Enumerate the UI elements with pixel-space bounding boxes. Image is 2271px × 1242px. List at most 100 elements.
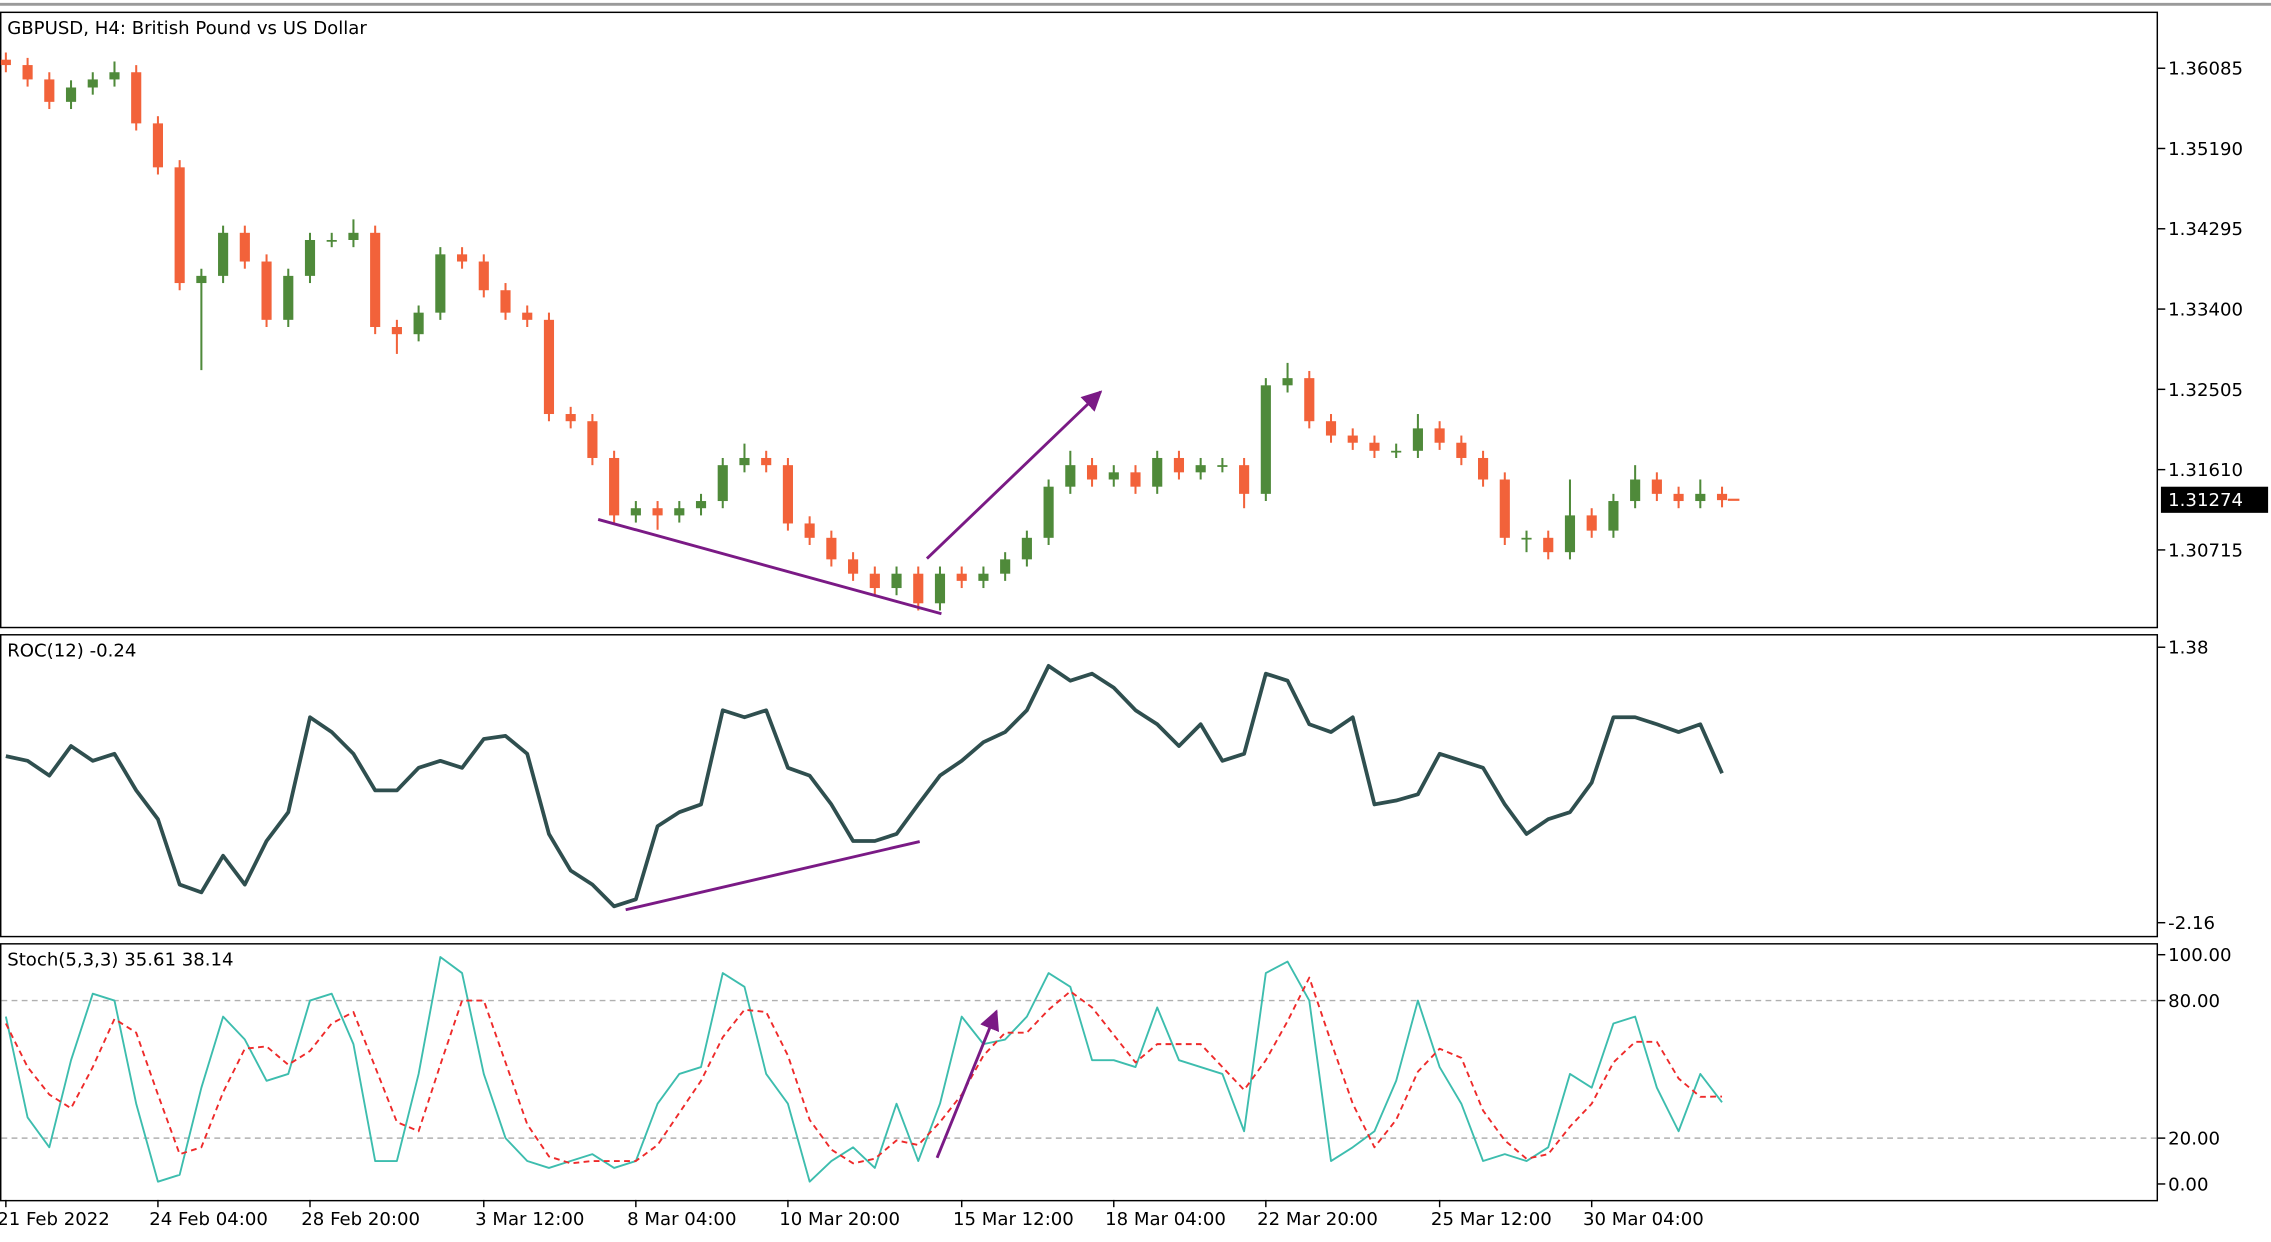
candle-body: [456, 254, 468, 262]
candle-body: [543, 319, 555, 415]
candle-body: [1325, 421, 1337, 436]
candle-body: [739, 457, 750, 466]
candle-body: [283, 275, 294, 320]
current-price-label: 1.31274: [2168, 490, 2243, 511]
candle-body: [565, 414, 576, 422]
x-tick-label: 22 Mar 20:00: [1257, 1209, 1378, 1230]
candle-body: [1239, 465, 1250, 494]
candle-body: [391, 327, 402, 335]
price-panel: [0, 11, 2159, 629]
panel-title: ROC(12) -0.24: [7, 640, 136, 661]
x-tick-label: 18 Mar 04:00: [1105, 1209, 1226, 1230]
candle-body: [1521, 537, 1532, 540]
candle-body: [782, 465, 793, 524]
candle-body: [370, 232, 381, 328]
y-tick-label: -2.16: [2168, 913, 2215, 934]
candle-body: [326, 239, 337, 242]
y-tick-label: 1.32505: [2168, 380, 2243, 401]
panel-title: Stoch(5,3,3) 35.61 38.14: [7, 950, 233, 971]
candle-body: [630, 508, 641, 516]
candle-body: [978, 573, 989, 581]
y-tick-label: 1.38: [2168, 638, 2208, 659]
indicator-line: [5, 664, 1724, 909]
trend-line: [597, 518, 942, 616]
candle-body: [196, 275, 207, 284]
candle-body: [1412, 428, 1423, 451]
candle-body: [1456, 442, 1467, 458]
candle-body: [1086, 465, 1098, 480]
roc-panel: [0, 634, 2159, 938]
candle-body: [1369, 442, 1380, 451]
candle-body: [1716, 493, 1728, 501]
candle-body: [1651, 479, 1662, 494]
candle-body: [848, 559, 859, 574]
y-tick-label: 1.31610: [2168, 460, 2243, 481]
y-tick-label: 1.35190: [2168, 139, 2243, 160]
candle-body: [1586, 515, 1597, 531]
candle-body: [87, 79, 98, 88]
x-tick-label: 30 Mar 04:00: [1583, 1209, 1704, 1230]
x-tick-label: 28 Feb 20:00: [301, 1209, 420, 1230]
x-tick-label: 25 Mar 12:00: [1431, 1209, 1552, 1230]
candle-body: [1434, 428, 1445, 443]
x-tick-label: 24 Feb 04:00: [149, 1209, 268, 1230]
candle-body: [609, 457, 620, 516]
candle-body: [1000, 559, 1011, 574]
x-tick-label: 21 Feb 2022: [0, 1209, 110, 1230]
candle-body: [239, 232, 250, 262]
candle-body: [1695, 493, 1706, 502]
y-tick-label: 1.34295: [2168, 219, 2243, 240]
candle-body: [435, 254, 446, 313]
candle-body: [1347, 435, 1358, 443]
candle-body: [152, 123, 164, 168]
plot-area: 1.31274 GBPUSD, H4: British Pound vs US D…: [0, 18, 2269, 1230]
candle-body: [0, 59, 11, 66]
candle-body: [500, 290, 511, 313]
candle-body: [1043, 486, 1054, 538]
candle-body: [44, 79, 55, 102]
candle-body: [109, 72, 120, 80]
candle-body: [1630, 479, 1641, 502]
candle-body: [1673, 493, 1684, 502]
candle-body: [1152, 457, 1163, 487]
candle-body: [174, 167, 185, 284]
candle-body: [587, 421, 598, 458]
candle-body: [522, 312, 533, 320]
candle-body: [1391, 450, 1402, 453]
candle-body: [717, 465, 728, 502]
candle-body: [1282, 378, 1293, 386]
candle-body: [934, 573, 946, 604]
candle-body: [891, 573, 902, 589]
candle-body: [695, 501, 707, 509]
candle-body: [348, 232, 359, 240]
candle-body: [1543, 537, 1554, 553]
candle-body: [218, 232, 229, 276]
candle-body: [65, 87, 77, 102]
candle-body: [804, 523, 815, 538]
trend-line: [625, 840, 921, 912]
stoch-panel: [0, 943, 2159, 1202]
candle-body: [1217, 465, 1228, 467]
current-price-box: [2160, 486, 2269, 513]
x-tick-label: 8 Mar 04:00: [627, 1209, 736, 1230]
candle-body: [761, 457, 772, 466]
candle-body: [652, 508, 663, 516]
y-tick-label: 100.00: [2168, 945, 2231, 966]
trend-arrow: [925, 390, 1103, 560]
y-tick-label: 20.00: [2168, 1129, 2220, 1150]
candle-body: [22, 65, 33, 80]
panel-title: GBPUSD, H4: British Pound vs US Dollar: [7, 18, 367, 39]
candle-body: [1499, 479, 1510, 538]
y-tick-label: 1.33400: [2168, 300, 2243, 321]
candle-body: [304, 239, 316, 276]
indicator-line: [5, 976, 1723, 1165]
candle-body: [261, 261, 272, 320]
y-tick-label: 80.00: [2168, 991, 2220, 1012]
candle-body: [826, 537, 837, 560]
candle-body: [131, 72, 142, 124]
candle-body: [1065, 465, 1076, 487]
candle-body: [1173, 457, 1185, 473]
